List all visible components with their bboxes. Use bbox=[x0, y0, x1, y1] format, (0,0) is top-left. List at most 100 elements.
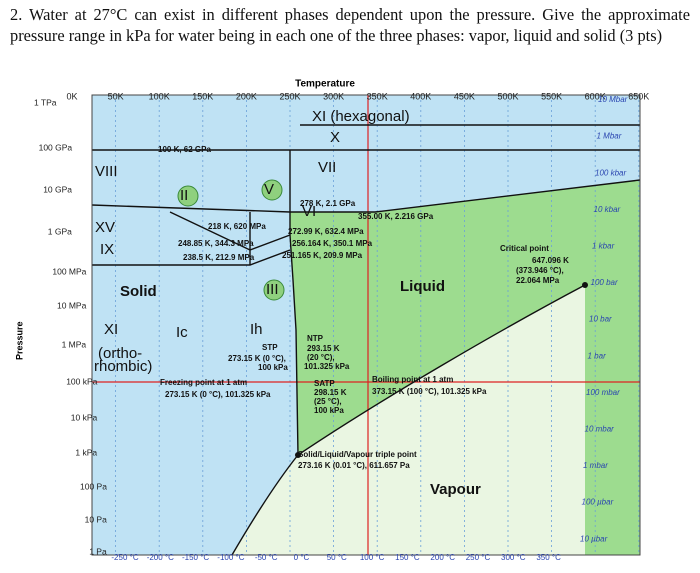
annotation: 22.064 MPa bbox=[516, 276, 560, 285]
critical-point bbox=[582, 282, 588, 288]
celsius-tick: -200 °C bbox=[147, 553, 174, 562]
phase-label: Liquid bbox=[400, 278, 445, 295]
phase-marker bbox=[177, 185, 199, 207]
annotation: 238.5 K, 212.9 MPa bbox=[183, 253, 255, 262]
annotation: 272.99 K, 632.4 MPa bbox=[288, 227, 364, 236]
pressure-tick: 1 TPa bbox=[34, 97, 57, 107]
pressure-tick: 100 GPa bbox=[39, 142, 73, 152]
annotation: Freezing point at 1 atm bbox=[160, 378, 247, 387]
kelvin-tick: 550K bbox=[541, 91, 562, 101]
annotation: Boiling point at 1 atm bbox=[372, 375, 453, 384]
bar-tick: 100 bar bbox=[591, 278, 618, 287]
sublimation-curve bbox=[231, 454, 299, 556]
kelvin-tick: 650K bbox=[628, 91, 649, 101]
phase-label: III bbox=[266, 281, 279, 298]
pressure-tick: 10 kPa bbox=[71, 412, 98, 422]
bar-tick: 100 µbar bbox=[582, 498, 614, 507]
annotation: 355.00 K, 2.216 GPa bbox=[358, 212, 434, 221]
phase-marker bbox=[261, 179, 283, 201]
phase-label: (ortho- bbox=[98, 345, 142, 362]
annotation: 256.164 K, 350.1 MPa bbox=[292, 239, 373, 248]
boiling-curve bbox=[297, 284, 586, 456]
annotation: 251.165 K, 209.9 MPa bbox=[282, 251, 363, 260]
celsius-tick: -250 °C bbox=[111, 553, 138, 562]
ice-boundaries bbox=[91, 124, 640, 266]
celsius-tick: 50 °C bbox=[327, 553, 347, 562]
phase-label: VII bbox=[318, 159, 336, 176]
celsius-tick: 250 °C bbox=[466, 553, 491, 562]
phase-label: XV bbox=[95, 219, 115, 236]
annotation: NTP bbox=[307, 334, 324, 343]
phase-label: Solid bbox=[120, 283, 157, 300]
bar-tick: 10 Mbar bbox=[598, 95, 628, 104]
melting-curve bbox=[289, 212, 299, 456]
annotation: 100 K, 62 GPa bbox=[158, 145, 211, 154]
phase-label: IX bbox=[100, 241, 114, 258]
celsius-tick: -50 °C bbox=[255, 553, 278, 562]
phase-label: Vapour bbox=[430, 481, 481, 498]
phase-label: VI bbox=[302, 203, 316, 220]
kelvin-tick: 350K bbox=[367, 91, 388, 101]
annotation: 273.15 K (0 °C), bbox=[228, 354, 286, 363]
celsius-tick: -100 °C bbox=[217, 553, 244, 562]
pressure-tick: 100 MPa bbox=[52, 266, 86, 276]
annotation: 100 kPa bbox=[314, 406, 344, 415]
annotation: Critical point bbox=[500, 244, 549, 253]
phase-label: XI bbox=[104, 321, 118, 338]
annotation: 273.15 K (0 °C), 101.325 kPa bbox=[165, 390, 271, 399]
kelvin-tick: 600K bbox=[585, 91, 606, 101]
annotation: SATP bbox=[314, 379, 335, 388]
annotation: 298.15 K bbox=[314, 388, 347, 397]
celsius-tick: 150 °C bbox=[395, 553, 420, 562]
annotation: 273.16 K (0.01 °C), 611.657 Pa bbox=[298, 461, 410, 470]
pressure-tick: 1 kPa bbox=[75, 447, 97, 457]
pressure-tick: 10 MPa bbox=[57, 300, 87, 310]
vapour-region bbox=[232, 285, 585, 555]
annotation: 278 K, 2.1 GPa bbox=[300, 199, 356, 208]
phase-marker bbox=[263, 279, 285, 301]
phase-label: VIII bbox=[95, 163, 118, 180]
annotation: Solid/Liquid/Vapour triple point bbox=[298, 450, 417, 459]
phase-label: X bbox=[330, 129, 340, 146]
annotation: STP bbox=[262, 343, 278, 352]
celsius-tick: -150 °C bbox=[182, 553, 209, 562]
pressure-tick: 100 Pa bbox=[80, 481, 107, 491]
kelvin-tick: 400K bbox=[410, 91, 431, 101]
bar-tick: 1 bar bbox=[588, 351, 607, 360]
kelvin-tick: 250K bbox=[279, 91, 300, 101]
annotation: 218 K, 620 MPa bbox=[208, 222, 266, 231]
bar-tick: 10 mbar bbox=[585, 425, 615, 434]
temperature-label: Temperature bbox=[295, 79, 355, 90]
bar-tick: 10 bar bbox=[589, 315, 612, 324]
annotation: 101.325 kPa bbox=[304, 362, 350, 371]
celsius-tick: 350 °C bbox=[536, 553, 561, 562]
kelvin-tick: 450K bbox=[454, 91, 475, 101]
liquid-region bbox=[290, 180, 640, 555]
question: 2. Water at 27°C can exist in different … bbox=[10, 5, 690, 45]
annotation: (373.946 °C), bbox=[516, 266, 564, 275]
celsius-tick: 0 °C bbox=[294, 553, 310, 562]
pressure-tick: 10 Pa bbox=[85, 514, 107, 524]
kelvin-tick: 50K bbox=[108, 91, 124, 101]
phase-label: XI (hexagonal) bbox=[312, 108, 410, 125]
pressure-tick: 1 MPa bbox=[62, 339, 87, 349]
kelvin-tick: 150K bbox=[192, 91, 213, 101]
kelvin-tick: 0K bbox=[66, 91, 77, 101]
kelvin-tick: 200K bbox=[236, 91, 257, 101]
phase-label: V bbox=[264, 181, 274, 198]
annotation: (20 °C), bbox=[307, 353, 335, 362]
celsius-tick: 300 °C bbox=[501, 553, 526, 562]
annotation: 248.85 K, 344.3 MPa bbox=[178, 239, 254, 248]
triple-point bbox=[295, 452, 301, 458]
phase-label: Ic bbox=[176, 324, 188, 341]
annotation: (25 °C), bbox=[314, 397, 342, 406]
phase-label: rhombic) bbox=[94, 358, 152, 375]
bar-tick: 100 kbar bbox=[595, 168, 626, 177]
kelvin-tick: 300K bbox=[323, 91, 344, 101]
pressure-tick: 1 GPa bbox=[48, 226, 72, 236]
annotation: 100 kPa bbox=[258, 363, 288, 372]
bar-tick: 1 mbar bbox=[583, 461, 608, 470]
vii-boundary bbox=[290, 179, 641, 213]
